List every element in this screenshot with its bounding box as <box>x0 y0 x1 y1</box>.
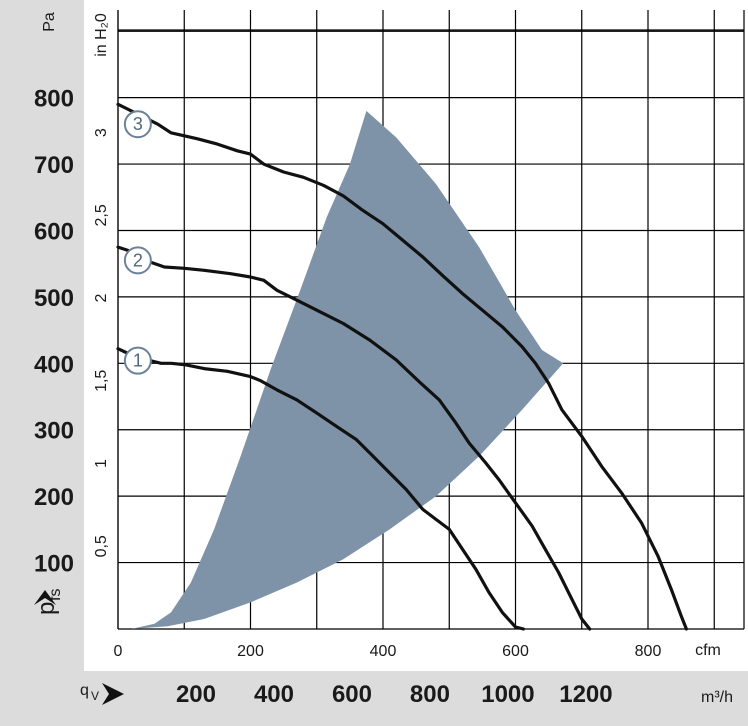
inner-tick-label: 1 <box>93 459 110 468</box>
left-tick-label: 400 <box>34 351 74 378</box>
left-tick-label: 200 <box>34 484 74 511</box>
x-tick-label: 800 <box>635 643 662 660</box>
left-tick-label: 600 <box>34 218 74 245</box>
left-symbol: p <box>33 602 60 615</box>
inner-tick-label: 0,5 <box>93 535 110 557</box>
inner-tick-label: 3 <box>93 128 110 137</box>
inner-tick-label: 2,5 <box>93 204 110 226</box>
bottom-tick-label: 800 <box>410 681 450 708</box>
left-axis-panel <box>0 0 84 726</box>
operating-range-area <box>131 110 564 629</box>
left-tick-label: 700 <box>34 152 74 179</box>
left-tick-label: 800 <box>34 86 74 113</box>
bottom-tick-label: 400 <box>254 681 294 708</box>
inner-tick-label: 1,5 <box>93 370 110 392</box>
series-line-1 <box>116 347 526 631</box>
bottom-arrow-icon <box>102 683 124 705</box>
x-tick-label: 600 <box>502 643 529 660</box>
left-arrow-icon <box>34 590 56 605</box>
bottom-unit-label: m³/h <box>701 689 733 706</box>
bottom-tick-label: 1200 <box>559 681 612 708</box>
left-axis-symbol: p fs <box>33 589 64 615</box>
curve-marker-3 <box>123 110 152 139</box>
left-symbol-sub: fs <box>47 589 64 601</box>
curve-marker-2 <box>123 246 152 275</box>
curve-marker-label-1: 1 <box>133 351 143 371</box>
left-tick-label: 300 <box>34 418 74 445</box>
bottom-axis-panel <box>84 671 748 726</box>
bottom-symbol: q <box>80 682 89 699</box>
x-tick-label: 400 <box>370 643 397 660</box>
operating-range-layer <box>131 110 564 629</box>
inner-unit-label: in H₂0 <box>93 13 110 57</box>
series-line-3 <box>116 102 688 631</box>
tick-labels: 100 200 300 400 500 600 700 800 0,5 1 1,5 2 2,5 3 0 200… <box>34 86 661 708</box>
markers-layer: 1 2 3 <box>123 110 152 375</box>
curve-marker-label-3: 3 <box>133 114 143 134</box>
bottom-tick-label: 200 <box>176 681 216 708</box>
left-tick-label: 500 <box>34 285 74 312</box>
curves-layer <box>116 102 688 631</box>
x-unit-label: cfm <box>695 642 721 659</box>
bottom-tick-label: 600 <box>332 681 372 708</box>
left-unit-label: Pa <box>41 12 58 32</box>
inner-tick-label: 2 <box>93 294 110 303</box>
x-tick-label: 0 <box>114 643 123 660</box>
series-line-2 <box>116 245 592 631</box>
bottom-tick-label: 1000 <box>481 681 534 708</box>
curve-marker-label-2: 2 <box>133 250 143 270</box>
curve-marker-1 <box>123 346 152 375</box>
left-tick-label: 100 <box>34 551 74 578</box>
x-tick-label: 200 <box>237 643 264 660</box>
bottom-symbol-sub: V <box>91 689 99 703</box>
